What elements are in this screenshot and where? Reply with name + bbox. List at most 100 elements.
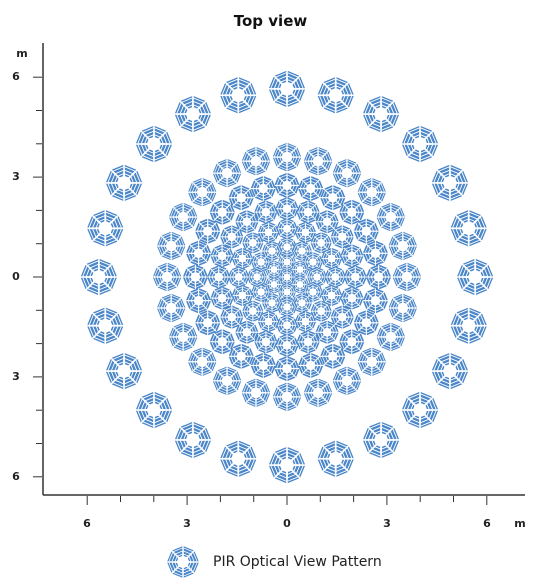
pir-zone [296, 330, 320, 354]
pir-zone [186, 288, 211, 314]
pir-zone [195, 310, 221, 336]
pir-zone [324, 266, 346, 288]
pir-zone [258, 311, 279, 333]
pir-zone [269, 447, 305, 484]
pir-zone [235, 320, 259, 344]
pir-zone [80, 259, 117, 295]
pir-zone [363, 421, 400, 458]
pir-zone [343, 265, 367, 289]
pir-zone [431, 353, 468, 390]
pir-zone [457, 259, 494, 295]
chart-title: Top view [233, 12, 308, 30]
pir-zone [376, 322, 405, 352]
pir-zone [242, 232, 264, 254]
pir-zone [106, 353, 143, 390]
pir-zone [332, 159, 362, 188]
pir-zone [310, 232, 332, 254]
pir-zone [274, 356, 300, 382]
pir-zone [315, 210, 339, 234]
x-tick-label-right-6: 6 [483, 517, 491, 530]
pir-zone [207, 265, 231, 289]
pir-zone [212, 366, 242, 395]
pir-zone [186, 240, 211, 266]
pir-zone [188, 178, 217, 207]
pir-zone [275, 333, 299, 357]
axis-ticks [33, 76, 488, 505]
pir-zone [174, 421, 211, 458]
pir-zone [402, 392, 439, 429]
x-tick-label-left-3: 3 [183, 517, 191, 530]
pir-zone [153, 262, 182, 292]
pir-zone [258, 221, 279, 243]
pir-zone [169, 202, 198, 232]
pir-zone [182, 264, 208, 290]
pir-zone [357, 347, 386, 376]
pir-zone [366, 264, 392, 290]
pir-zone [317, 440, 354, 477]
pir-zone [330, 225, 354, 249]
pir-zone [254, 200, 278, 224]
pir-zone [274, 172, 300, 198]
x-axis-unit: m [514, 517, 525, 530]
axes: m m 6 3 0 3 6 6 3 0 3 6 [12, 43, 526, 530]
pir-zone [340, 286, 364, 310]
pir-zone [363, 96, 400, 133]
pir-zone [295, 221, 316, 243]
pir-zone [167, 546, 199, 578]
pir-zone [292, 293, 312, 313]
pir-zone [363, 288, 388, 314]
pir-zone [169, 322, 198, 352]
pir-zone [135, 392, 172, 429]
pir-zone [298, 176, 324, 201]
pir-zone [250, 176, 276, 201]
pir-zone [157, 293, 186, 323]
pir-zone [209, 199, 235, 225]
pir-zone [210, 286, 234, 310]
y-tick-label-0: 0 [12, 270, 20, 283]
pir-zone [241, 378, 271, 407]
pir-zone [310, 300, 332, 322]
pir-zone [291, 275, 309, 294]
pir-zone [303, 252, 323, 272]
pir-zone [330, 305, 354, 329]
pir-zone [303, 147, 333, 176]
pir-zone [296, 200, 320, 224]
pir-zone [431, 164, 468, 201]
pir-zone [339, 199, 365, 225]
y-tick-label-bottom-6: 6 [12, 470, 20, 483]
pir-zone [353, 310, 379, 336]
pir-zone [228, 266, 250, 288]
pir-zone [220, 77, 257, 114]
pir-zone [241, 147, 271, 176]
pir-zone [209, 329, 235, 355]
pir-zone [188, 347, 217, 376]
pir-zone [402, 125, 439, 162]
pir-zone [388, 293, 417, 323]
pir-zone [392, 262, 421, 292]
pir-zone [220, 225, 244, 249]
pir-zone [363, 240, 388, 266]
pir-zone [87, 307, 124, 344]
y-axis-unit: m [16, 47, 27, 60]
pir-zone [353, 218, 379, 244]
pir-zone [357, 178, 386, 207]
pir-zone [272, 382, 302, 411]
pir-zone [376, 202, 405, 232]
legend-label: PIR Optical View Pattern [213, 554, 382, 570]
x-tick-label-0: 0 [283, 517, 291, 530]
pir-zone [303, 378, 333, 407]
pir-zone [235, 210, 259, 234]
pir-zone [269, 70, 305, 107]
detection-zones [80, 70, 494, 484]
pir-zone [250, 353, 276, 378]
pir-zone [157, 231, 186, 261]
pir-zone-icon [167, 546, 199, 578]
pir-zone [340, 244, 364, 268]
pir-zone [450, 210, 487, 247]
pir-zone [275, 197, 299, 221]
pir-zone [320, 343, 346, 369]
pir-zone [106, 164, 143, 201]
pir-zone [276, 314, 298, 336]
pir-zone [276, 218, 298, 240]
